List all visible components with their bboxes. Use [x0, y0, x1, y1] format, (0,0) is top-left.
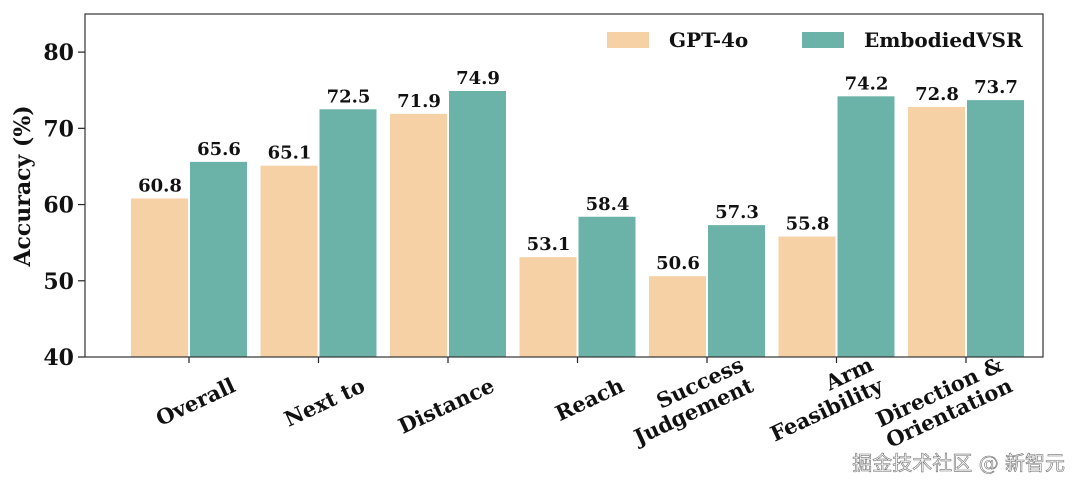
legend-swatch — [607, 32, 649, 48]
watermark: 掘金技术社区 @ 新智元 — [852, 451, 1065, 475]
value-label: 73.7 — [974, 77, 1018, 98]
y-tick-label: 70 — [43, 116, 74, 142]
legend-label: EmbodiedVSR — [864, 28, 1023, 52]
plot-frame — [84, 13, 1044, 358]
value-label: 71.9 — [397, 91, 441, 112]
bar — [908, 106, 965, 357]
value-label: 53.1 — [527, 234, 571, 255]
bar — [390, 113, 447, 358]
x-tick-label: Distance — [394, 373, 498, 439]
y-axis-label: Accuracy (%) — [10, 105, 36, 267]
value-label: 72.5 — [327, 86, 371, 107]
bar — [578, 216, 636, 357]
x-tick-label: Direction &Orientation — [872, 352, 1016, 453]
value-label: 72.8 — [915, 84, 959, 105]
x-tick-label: Overall — [152, 373, 239, 431]
value-label: 50.6 — [656, 253, 700, 274]
x-tick-label: ArmFeasibility — [756, 351, 887, 446]
value-label: 65.1 — [268, 143, 312, 164]
legend-label: GPT-4o — [669, 28, 748, 52]
value-label: 57.3 — [715, 202, 759, 223]
value-label: 60.8 — [138, 175, 182, 196]
bar — [131, 198, 188, 357]
bar — [649, 276, 706, 357]
x-tick-label: Reach — [551, 373, 627, 426]
legend-swatch — [802, 32, 844, 48]
value-label: 74.9 — [456, 68, 500, 89]
bar — [837, 96, 895, 357]
bar — [449, 90, 506, 358]
bar — [319, 109, 377, 358]
y-tick-label: 60 — [43, 193, 74, 219]
y-tick-label: 50 — [43, 269, 74, 295]
value-label: 55.8 — [786, 214, 830, 235]
y-tick-label: 40 — [43, 345, 74, 371]
bar — [190, 161, 247, 357]
value-label: 74.2 — [845, 73, 889, 94]
x-tick-label: Next to — [280, 373, 368, 432]
value-label: 65.6 — [197, 139, 241, 160]
value-label: 58.4 — [586, 194, 630, 215]
y-tick-label: 80 — [43, 40, 74, 66]
bar — [967, 100, 1024, 358]
bar — [778, 236, 836, 357]
bar — [519, 257, 577, 357]
x-tick-label: SuccessJudgement — [618, 352, 757, 451]
bar — [260, 165, 318, 357]
bar — [708, 225, 765, 357]
